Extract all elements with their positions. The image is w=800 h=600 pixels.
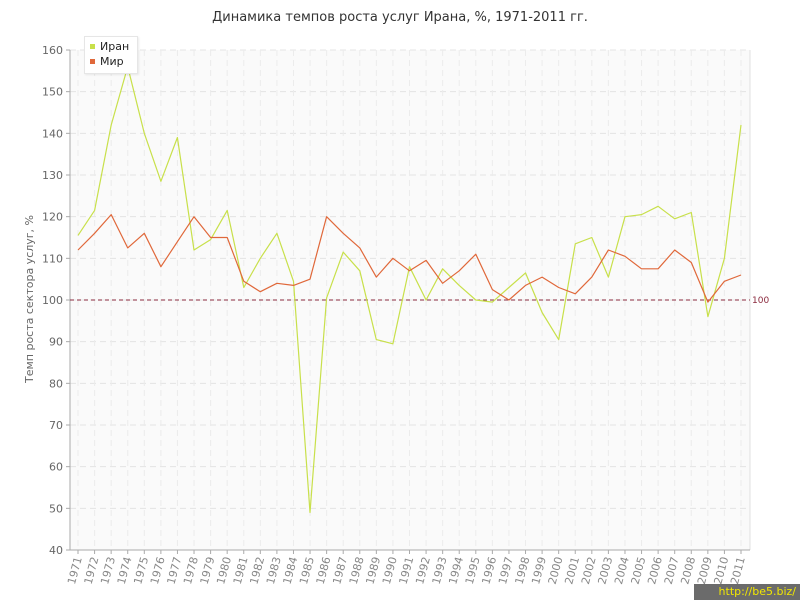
legend-item-world[interactable]: Мир <box>90 54 129 69</box>
y-tick-label: 120 <box>42 211 63 224</box>
y-tick-label: 160 <box>42 44 63 57</box>
series-group <box>77 66 742 514</box>
x-tick-label: 2011 <box>728 555 748 585</box>
y-axis-label: Темп роста сектора услуг, % <box>23 215 36 384</box>
legend: Иран Мир <box>84 36 139 74</box>
y-tick-label: 110 <box>42 252 63 265</box>
legend-swatch-iran <box>90 44 95 49</box>
legend-label-world: Мир <box>100 55 124 68</box>
watermark-link[interactable]: http://be5.biz/ <box>694 584 800 600</box>
series-line-world <box>77 214 742 303</box>
y-tick-label: 80 <box>49 377 63 390</box>
y-tick-label: 100 <box>42 294 63 307</box>
chart-title: Динамика темпов роста услуг Ирана, %, 19… <box>212 10 588 25</box>
y-tick-label: 140 <box>42 127 63 140</box>
legend-swatch-world <box>90 59 95 64</box>
reference-line-label: 100 <box>752 296 769 306</box>
y-tick-label: 50 <box>49 502 63 515</box>
x-axis-ticks: 1971197219731974197519761977197819791980… <box>65 550 748 586</box>
y-tick-label: 40 <box>49 544 63 557</box>
y-tick-label: 60 <box>49 461 63 474</box>
legend-item-iran[interactable]: Иран <box>90 39 129 54</box>
legend-label-iran: Иран <box>100 40 130 53</box>
y-tick-label: 70 <box>49 419 63 432</box>
series-line-iran <box>77 66 742 514</box>
reference-line-group: 100 <box>70 296 769 306</box>
y-axis-ticks: 40 50 60 70 80 90 100 110 120 130 140 150 160 <box>42 44 70 557</box>
y-tick-label: 130 <box>42 169 63 182</box>
y-tick-label: 90 <box>49 336 63 349</box>
y-tick-label: 150 <box>42 86 63 99</box>
